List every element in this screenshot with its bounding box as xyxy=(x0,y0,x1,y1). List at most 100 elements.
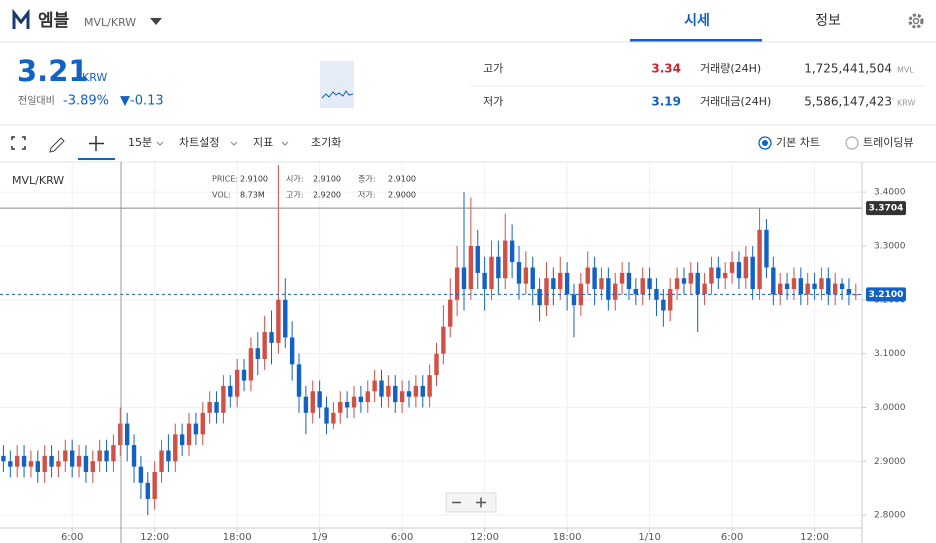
radio[interactable] xyxy=(845,136,859,150)
stat-value: 3.19 xyxy=(651,95,681,109)
candle-body xyxy=(14,455,20,467)
dropdown-arrow[interactable] xyxy=(150,18,162,25)
candle-body xyxy=(344,402,350,408)
candle-body xyxy=(372,380,377,392)
chart-mode[interactable]: 기본 차트 xyxy=(776,136,820,149)
candle-body xyxy=(702,283,707,295)
info-value: 2.9100 xyxy=(240,175,268,184)
price-tag xyxy=(866,201,906,216)
candle-body xyxy=(551,278,556,290)
candle-body xyxy=(8,461,13,467)
y-tick-label: 3.3000 xyxy=(874,241,906,251)
candle-body xyxy=(166,450,171,462)
x-tick-label: 6:00 xyxy=(391,532,413,543)
radio-selected[interactable] xyxy=(758,136,772,150)
candle-body xyxy=(729,262,735,273)
candle-body xyxy=(241,369,247,381)
candle-body xyxy=(399,391,405,403)
current-price: 3.21 xyxy=(17,54,89,88)
y-tick-label: 3.0000 xyxy=(874,403,906,413)
menu-caret xyxy=(156,141,289,146)
candle-body xyxy=(49,455,54,467)
candle-body xyxy=(124,423,130,446)
candle-body xyxy=(406,391,412,397)
info-label: 시가: xyxy=(286,175,303,184)
candle-body xyxy=(413,385,419,397)
chart-title: MVL/KRW xyxy=(12,174,64,187)
candle-body xyxy=(138,466,144,483)
candle-body xyxy=(461,267,467,290)
candle-body xyxy=(791,278,797,290)
candle-body xyxy=(56,461,61,467)
candle-body xyxy=(159,450,164,473)
zoom-controls xyxy=(445,492,497,513)
candle-body xyxy=(475,245,480,273)
chart: 2.80002.90003.00003.10003.20003.30003.40… xyxy=(0,162,906,543)
stat-unit: KRW xyxy=(897,99,915,108)
candle-body xyxy=(516,262,522,284)
header-bar xyxy=(0,0,936,42)
y-tick-label: 3.4000 xyxy=(874,188,906,198)
candle-body xyxy=(853,294,859,296)
interval-menu[interactable]: 15분 xyxy=(128,136,152,149)
candle-body xyxy=(613,283,618,300)
candle-body xyxy=(709,267,714,284)
candle-body xyxy=(111,445,116,462)
candle-body xyxy=(819,278,824,290)
settings-menu[interactable]: 차트설정 xyxy=(179,136,219,149)
candle-body xyxy=(331,412,336,424)
settings-icon[interactable] xyxy=(908,13,924,29)
pair[interactable]: MVL/KRW xyxy=(84,16,136,29)
candle-body xyxy=(276,299,281,343)
candle-body xyxy=(221,385,226,413)
candle-body xyxy=(812,283,817,290)
info-value: 2.9000 xyxy=(388,191,416,200)
candle-body xyxy=(207,402,212,413)
info-label: 고가: xyxy=(286,191,303,200)
candle-body xyxy=(228,385,233,397)
candle-body xyxy=(647,278,652,290)
candle-body xyxy=(633,289,639,295)
candle-body xyxy=(118,423,123,446)
candle-body xyxy=(248,348,254,381)
coin-name[interactable]: 엠블 xyxy=(38,11,70,31)
reset-button[interactable]: 초기화 xyxy=(311,136,341,149)
x-tick-label: 18:00 xyxy=(553,532,582,543)
currency: KRW xyxy=(82,71,107,84)
candle-body xyxy=(441,326,446,354)
tab[interactable]: 정보 xyxy=(815,13,841,29)
mini-chart-line xyxy=(321,90,354,99)
tab[interactable]: 시세 xyxy=(684,13,710,29)
candle-body xyxy=(303,396,309,413)
candle-body xyxy=(1,455,6,462)
fullscreen-icon[interactable] xyxy=(11,136,26,150)
candle-body xyxy=(365,391,370,403)
x-tick-label: 12:00 xyxy=(470,532,499,543)
coin-logo xyxy=(12,8,30,29)
candle-body xyxy=(695,272,700,295)
zoom-in[interactable] xyxy=(476,497,486,508)
y-tick-label: 3.1000 xyxy=(874,349,906,359)
candle-body xyxy=(757,229,762,290)
candle-body xyxy=(234,369,240,397)
candle-body xyxy=(69,450,75,467)
candle-body xyxy=(503,240,508,279)
candle-body xyxy=(296,364,302,397)
candle-body xyxy=(496,256,501,279)
indicator-menu[interactable]: 지표 xyxy=(253,136,273,149)
x-tick-label: 6:00 xyxy=(721,532,743,543)
candle-body xyxy=(626,272,632,290)
draw-icon[interactable] xyxy=(49,137,65,153)
crosshair-icon[interactable] xyxy=(89,136,104,151)
price-tag xyxy=(866,287,906,302)
info-label: PRICE: xyxy=(212,175,238,184)
candle-body xyxy=(76,455,82,467)
candle-body xyxy=(839,283,845,290)
candle-body xyxy=(619,272,625,284)
stat-value: 1,725,441,504 xyxy=(804,62,892,76)
candle-body xyxy=(83,455,89,473)
chart-mode[interactable]: 트레이딩뷰 xyxy=(863,136,914,149)
candle-body xyxy=(338,402,343,413)
candle-body xyxy=(716,267,721,279)
